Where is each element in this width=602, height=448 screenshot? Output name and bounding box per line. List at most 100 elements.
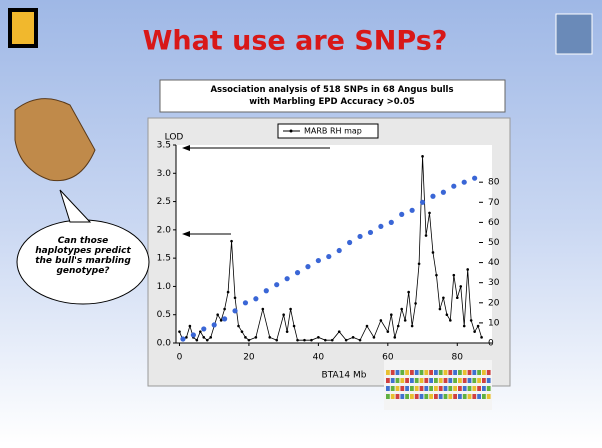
map-point [336,247,342,254]
sequence-cell [434,394,438,399]
map-point [326,253,332,260]
bubble-text-box: Can those haplotypes predict the bull's … [35,236,131,276]
lod-marker [178,330,181,333]
lod-marker [386,330,390,333]
lod-marker [223,307,226,311]
sequence-cell [472,378,477,383]
lod-marker [400,307,404,311]
y-tick-label: 1.5 [157,254,171,264]
sequence-cell [429,378,433,383]
sequence-cell [424,378,429,383]
y2-tick-label: 0 [488,339,494,349]
logo-inner [12,12,34,44]
sequence-cell [438,394,443,399]
y2-tick-label: 10 [488,318,500,328]
map-point [419,199,426,205]
lod-marker [219,319,223,322]
lod-marker [292,324,296,328]
lod-marker [344,338,348,342]
lod-marker [414,302,417,305]
lod-marker [188,324,192,328]
x-tick-label: 20 [243,353,255,363]
lod-marker [372,336,376,339]
sequence-cell [467,386,472,391]
sequence-cell [448,386,453,391]
sequence-cell [486,386,491,391]
lod-marker [473,330,476,333]
map-point [180,336,186,342]
map-point [294,270,301,276]
y2-tick-label: 20 [488,298,500,308]
y-tick-label: 0.5 [157,310,171,320]
sequence-cell [395,378,400,383]
lod-marker [424,234,428,237]
arrow-head [182,145,190,151]
sequence-cell [386,386,390,391]
sequence-cell [467,370,472,375]
map-point [305,264,311,270]
sequence-cell [443,378,448,383]
sequence-cell [486,370,491,375]
sequence-cell [395,394,400,399]
lod-marker [435,273,438,277]
sequence-cell [477,394,481,399]
y2-tick-label: 80 [488,178,500,188]
y-tick-label: 2.5 [157,197,171,207]
lod-marker [237,324,240,328]
sequence-cell [453,394,457,399]
sequence-cell [438,378,443,383]
sequence-cell [482,378,486,383]
map-point [367,229,374,236]
lod-marker [365,324,369,328]
chart-title: Association analysis of 518 SNPs in 68 A… [210,85,453,107]
sequence-cell [400,394,405,399]
sequence-cell [400,370,405,375]
sequence-cell [395,370,400,375]
sequence-cell [482,386,486,391]
sequence-cell [472,386,477,391]
lod-marker [389,313,393,317]
map-point [284,276,290,282]
arrow-head [182,231,190,237]
lod-marker [195,338,199,342]
lod-marker [462,324,466,328]
lod-marker [296,338,299,342]
sequence-cell [482,370,486,375]
lod-marker [226,290,230,294]
sequence-cell [438,370,443,375]
sequence-cell [486,378,491,383]
lod-marker [199,330,202,333]
sequence-cell [467,394,472,399]
x-tick-label: 0 [177,353,183,363]
sequence-cell [424,386,429,391]
lod-marker [261,307,265,311]
x-tick-label: 60 [382,353,394,363]
sequence-cell [462,386,467,391]
sequence-cell [390,386,395,391]
y2-tick-label: 70 [488,198,500,208]
lod-marker [185,336,188,339]
sequence-cell [405,394,409,399]
lod-marker [254,336,258,339]
lod-marker [469,319,473,322]
lod-marker [466,268,469,271]
sequence-cell [414,386,419,391]
sequence-cell [486,394,491,399]
sequence-cell [448,378,453,383]
lod-marker [330,338,334,342]
sequence-image [384,360,492,410]
map-point [472,175,478,181]
sequence-cell [477,370,481,375]
map-point [440,189,446,195]
map-point [211,322,217,328]
chart-title-box [159,79,506,113]
sequence-cell [472,394,477,399]
map-point [190,332,196,338]
y2-tick-label: 60 [488,218,500,228]
sequence-cell [414,378,419,383]
lod-marker [247,338,251,342]
lod-marker [289,307,292,311]
sequence-cell [410,370,414,375]
sequence-cell [429,370,433,375]
sequence-cell [443,386,448,391]
